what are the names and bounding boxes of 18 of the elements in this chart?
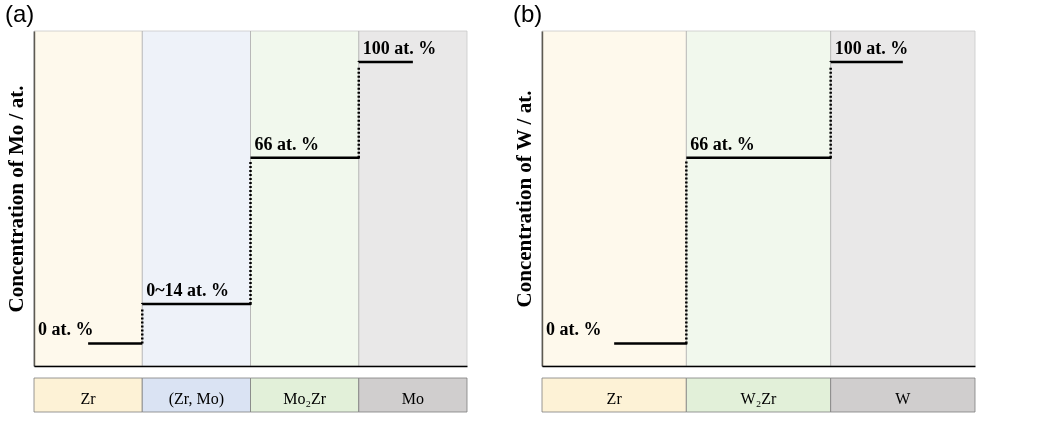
data-label: 100 at. % <box>834 37 909 58</box>
chart-title: (a) <box>5 0 35 27</box>
x-tick-label: Mo₂Zr <box>283 389 327 407</box>
data-label: 100 at. % <box>362 37 437 58</box>
y-axis-title: Concentration of Mo / at. <box>3 85 28 313</box>
x-tick-label: Zr <box>606 389 623 407</box>
x-tick-label: Zr <box>80 389 97 407</box>
data-label: 66 at. % <box>690 133 755 154</box>
x-tick-label: (Zr, Mo) <box>168 389 225 408</box>
data-label: 66 at. % <box>254 133 319 154</box>
chart-title: (b) <box>513 0 543 27</box>
x-tick-label: Mo <box>401 389 424 407</box>
x-tick-label: W₂Zr <box>740 389 778 407</box>
data-label: 0 at. % <box>546 319 602 340</box>
data-label: 0 at. % <box>38 319 94 340</box>
data-label: 0~14 at. % <box>146 280 230 301</box>
y-axis-title: Concentration of W / at. <box>511 90 536 308</box>
x-tick-label: W <box>895 389 912 407</box>
